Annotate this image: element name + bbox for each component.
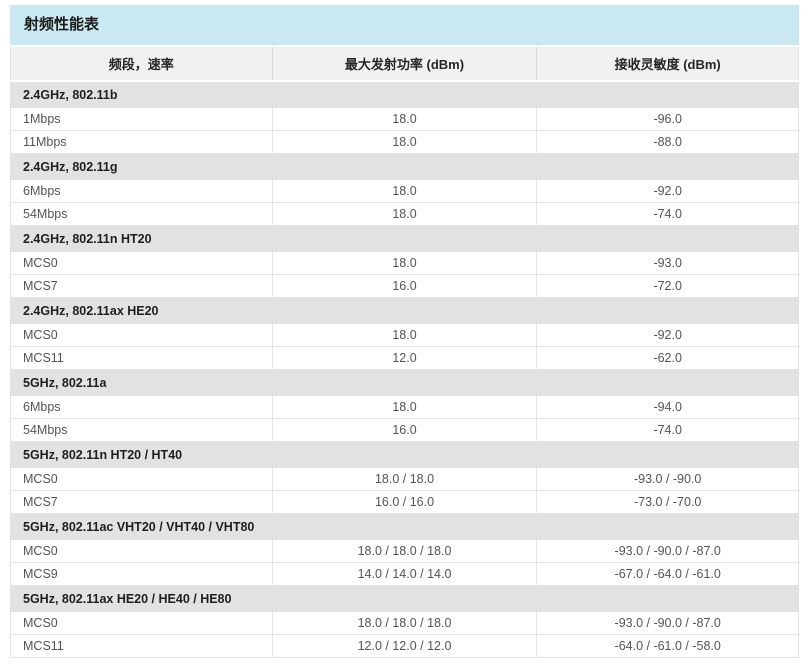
section-row: 5GHz, 802.11n HT20 / HT40 [10, 441, 799, 468]
table-row: 6Mbps 18.0 -92.0 [10, 180, 799, 203]
rx-sensitivity-cell: -88.0 [536, 130, 799, 154]
tx-power-cell: 18.0 / 18.0 [272, 468, 538, 491]
tx-power-cell: 18.0 [272, 108, 538, 131]
rate-cell: MCS9 [10, 562, 273, 586]
rate-cell: 6Mbps [10, 396, 273, 419]
rate-cell: MCS7 [10, 490, 273, 514]
tx-power-cell: 18.0 [272, 202, 538, 226]
section-row: 2.4GHz, 802.11g [10, 153, 799, 180]
section-row: 5GHz, 802.11a [10, 369, 799, 396]
table-row: MCS7 16.0 -72.0 [10, 274, 799, 298]
section-row: 2.4GHz, 802.11b [10, 81, 799, 108]
section-row: 2.4GHz, 802.11ax HE20 [10, 297, 799, 324]
rf-performance-table: 频段，速率 最大发射功率 (dBm) 接收灵敏度 (dBm) 2.4GHz, 8… [10, 47, 799, 658]
column-header-max-tx-power: 最大发射功率 (dBm) [272, 47, 538, 82]
rate-cell: MCS0 [10, 324, 273, 347]
table-header-row: 频段，速率 最大发射功率 (dBm) 接收灵敏度 (dBm) [10, 47, 799, 82]
section-label: 2.4GHz, 802.11ax HE20 [10, 297, 799, 324]
rx-sensitivity-cell: -93.0 [536, 252, 799, 275]
table-row: 1Mbps 18.0 -96.0 [10, 108, 799, 131]
rx-sensitivity-cell: -92.0 [536, 180, 799, 203]
rx-sensitivity-cell: -94.0 [536, 396, 799, 419]
tx-power-cell: 14.0 / 14.0 / 14.0 [272, 562, 538, 586]
section-label: 5GHz, 802.11ac VHT20 / VHT40 / VHT80 [10, 513, 799, 540]
table-row: MCS9 14.0 / 14.0 / 14.0 -67.0 / -64.0 / -6… [10, 562, 799, 586]
rx-sensitivity-cell: -74.0 [536, 418, 799, 442]
tx-power-cell: 18.0 [272, 396, 538, 419]
table-row: MCS0 18.0 -92.0 [10, 324, 799, 347]
rate-cell: MCS7 [10, 274, 273, 298]
rate-cell: MCS0 [10, 468, 273, 491]
tx-power-cell: 16.0 / 16.0 [272, 490, 538, 514]
rx-sensitivity-cell: -67.0 / -64.0 / -61.0 [536, 562, 799, 586]
rate-cell: 11Mbps [10, 130, 273, 154]
table-row: MCS0 18.0 / 18.0 / 18.0 -93.0 / -90.0 / -8… [10, 540, 799, 563]
tx-power-cell: 18.0 / 18.0 / 18.0 [272, 540, 538, 563]
section-row: 2.4GHz, 802.11n HT20 [10, 225, 799, 252]
tx-power-cell: 18.0 [272, 180, 538, 203]
rx-sensitivity-cell: -92.0 [536, 324, 799, 347]
tx-power-cell: 12.0 [272, 346, 538, 370]
rx-sensitivity-cell: -93.0 / -90.0 / -87.0 [536, 540, 799, 563]
table-row: 6Mbps 18.0 -94.0 [10, 396, 799, 419]
tx-power-cell: 18.0 [272, 252, 538, 275]
table-row: MCS0 18.0 / 18.0 / 18.0 -93.0 / -90.0 / -8… [10, 612, 799, 635]
table-row: 11Mbps 18.0 -88.0 [10, 130, 799, 154]
section-label: 2.4GHz, 802.11g [10, 153, 799, 180]
rx-sensitivity-cell: -96.0 [536, 108, 799, 131]
table-row: MCS11 12.0 -62.0 [10, 346, 799, 370]
rate-cell: MCS11 [10, 634, 273, 658]
rate-cell: 54Mbps [10, 202, 273, 226]
rate-cell: MCS0 [10, 540, 273, 563]
rate-cell: MCS0 [10, 612, 273, 635]
section-label: 5GHz, 802.11ax HE20 / HE40 / HE80 [10, 585, 799, 612]
rate-cell: MCS0 [10, 252, 273, 275]
rx-sensitivity-cell: -74.0 [536, 202, 799, 226]
section-label: 2.4GHz, 802.11b [10, 81, 799, 108]
section-label: 2.4GHz, 802.11n HT20 [10, 225, 799, 252]
rx-sensitivity-cell: -64.0 / -61.0 / -58.0 [536, 634, 799, 658]
tx-power-cell: 16.0 [272, 418, 538, 442]
rate-cell: 1Mbps [10, 108, 273, 131]
rx-sensitivity-cell: -72.0 [536, 274, 799, 298]
table-row: MCS0 18.0 / 18.0 -93.0 / -90.0 [10, 468, 799, 491]
tx-power-cell: 16.0 [272, 274, 538, 298]
rx-sensitivity-cell: -93.0 / -90.0 [536, 468, 799, 491]
table-row: MCS0 18.0 -93.0 [10, 252, 799, 275]
table-row: MCS7 16.0 / 16.0 -73.0 / -70.0 [10, 490, 799, 514]
rate-cell: MCS11 [10, 346, 273, 370]
tx-power-cell: 18.0 [272, 324, 538, 347]
column-header-rx-sensitivity: 接收灵敏度 (dBm) [536, 47, 799, 82]
tx-power-cell: 18.0 / 18.0 / 18.0 [272, 612, 538, 635]
rx-sensitivity-cell: -93.0 / -90.0 / -87.0 [536, 612, 799, 635]
tx-power-cell: 18.0 [272, 130, 538, 154]
table-row: 54Mbps 16.0 -74.0 [10, 418, 799, 442]
rate-cell: 54Mbps [10, 418, 273, 442]
column-header-band-rate: 频段，速率 [10, 47, 273, 82]
page-title: 射频性能表 [10, 5, 799, 45]
rate-cell: 6Mbps [10, 180, 273, 203]
section-row: 5GHz, 802.11ax HE20 / HE40 / HE80 [10, 585, 799, 612]
rf-performance-page: 射频性能表 频段，速率 最大发射功率 (dBm) 接收灵敏度 (dBm) 2.4… [10, 5, 799, 658]
rx-sensitivity-cell: -73.0 / -70.0 [536, 490, 799, 514]
table-row: MCS11 12.0 / 12.0 / 12.0 -64.0 / -61.0 / -… [10, 634, 799, 658]
rx-sensitivity-cell: -62.0 [536, 346, 799, 370]
section-label: 5GHz, 802.11n HT20 / HT40 [10, 441, 799, 468]
section-label: 5GHz, 802.11a [10, 369, 799, 396]
tx-power-cell: 12.0 / 12.0 / 12.0 [272, 634, 538, 658]
section-row: 5GHz, 802.11ac VHT20 / VHT40 / VHT80 [10, 513, 799, 540]
table-row: 54Mbps 18.0 -74.0 [10, 202, 799, 226]
table-body: 2.4GHz, 802.11b 1Mbps 18.0 -96.0 11Mbps 18.0-… [10, 81, 799, 658]
